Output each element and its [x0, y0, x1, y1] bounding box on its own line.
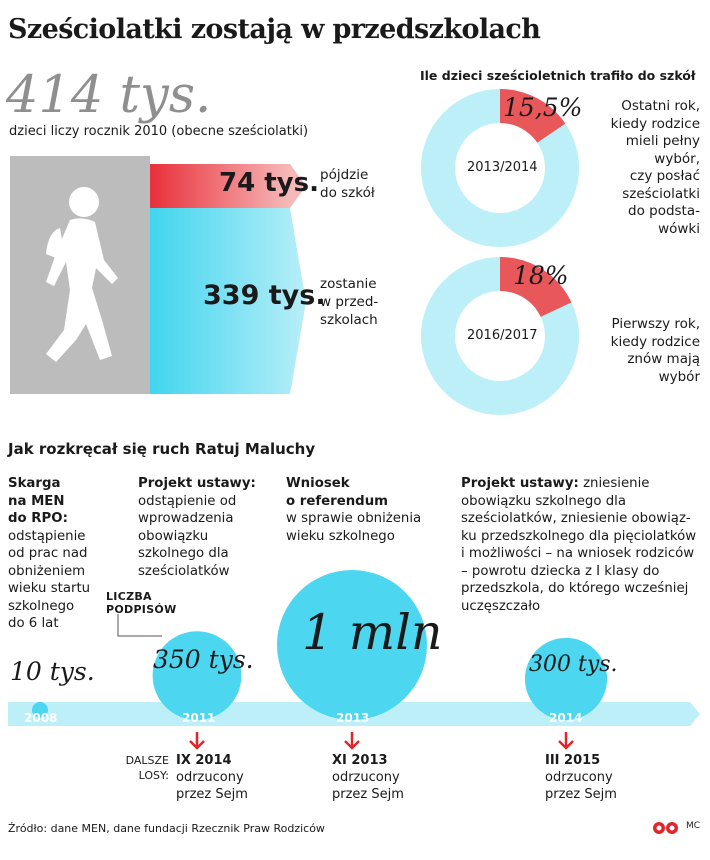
source-note: Źródło: dane MEN, dane fundacji Rzecznik…	[8, 822, 325, 835]
bubble-2013	[277, 570, 427, 720]
school-arrow	[150, 164, 290, 208]
preschool-value: 339 tys.	[203, 280, 326, 311]
timeline-title: Jak rozkręcał się ruch Ratuj Maluchy	[8, 440, 316, 458]
bubble-label-2008: 10 tys.	[10, 657, 95, 686]
preschool-label: zostanie w przed-szkolach	[320, 276, 379, 328]
donut-pct-2016: 18%	[513, 261, 569, 290]
bubble-label-2013: 1 mln	[302, 604, 443, 661]
author-credit: MC	[685, 821, 700, 831]
fate-2014: III 2015 odrzucony przez Sejm	[545, 753, 617, 802]
fate-2013: XI 2013 odrzucony przez Sejm	[332, 753, 404, 802]
donut-desc-2016: Pierwszy rok, kiedy rodzice znów mają wybór	[610, 316, 700, 385]
axis-year-2013: 2013	[336, 711, 370, 725]
donut-chart-2016	[421, 257, 579, 415]
school-label: pójdzie do szkół	[320, 167, 375, 201]
child-silhouette-icon	[46, 187, 118, 362]
axis-year-2008: 2008	[24, 711, 58, 725]
arrow-down-icon	[344, 732, 360, 750]
fates-label: DALSZE LOSY:	[125, 754, 169, 782]
split-graphic	[10, 156, 306, 394]
signatures-pointer	[117, 614, 162, 637]
donuts-title: Ile dzieci sześcioletnich trafiło do szk…	[420, 68, 696, 83]
donut-year-2016: 2016/2017	[467, 328, 538, 343]
arrow-down-icon	[189, 732, 205, 750]
timeline-col-2011: Projekt ustawy: odstąpienie od wprowadzen…	[138, 476, 256, 579]
axis-year-2014: 2014	[549, 711, 583, 725]
timeline-col-2008: Skarga na MEN do RPO: odstąpienie od prac…	[8, 476, 91, 631]
bubble-2011	[152, 631, 242, 720]
timeline-col-2013: Wniosek o referendum w sprawie obniżenia…	[286, 476, 422, 544]
page-title: Sześciolatki zostają w przedszkolach	[8, 14, 541, 45]
timeline-col-2014: Projekt ustawy: zniesienie obowiązku szk…	[461, 476, 697, 614]
donut-hole-2013	[455, 123, 545, 213]
cohort-description: dzieci liczy rocznik 2010 (obecne sześci…	[9, 124, 309, 139]
bubble-label-2014: 300 tys.	[529, 652, 618, 677]
donut-chart-2013	[421, 89, 579, 247]
bubble-label-2011: 350 tys.	[153, 645, 254, 674]
arrow-down-icon	[558, 732, 574, 750]
publisher-logo-icon	[653, 822, 678, 834]
timeline-axis	[8, 570, 700, 726]
school-value: 74 tys.	[219, 168, 319, 198]
donut-desc-2013: Ostatni rok, kiedy rodzice mieli pełny wybó…	[610, 98, 700, 237]
donut-pct-2013: 15,5%	[503, 93, 583, 122]
donut-hole-2016	[455, 291, 545, 381]
preschool-arrow	[150, 208, 306, 394]
signatures-label: LICZBA PODPISÓW	[106, 590, 177, 616]
fate-2011: IX 2014 odrzucony przez Sejm	[176, 753, 248, 802]
axis-year-2011: 2011	[182, 711, 216, 725]
bubble-2014	[524, 637, 608, 720]
cohort-value: 414 tys.	[6, 66, 212, 125]
fate-arrows	[189, 732, 574, 750]
bubble-2008	[32, 702, 48, 718]
donut-year-2013: 2013/2014	[467, 160, 538, 175]
school-arrow-tip	[290, 164, 306, 208]
